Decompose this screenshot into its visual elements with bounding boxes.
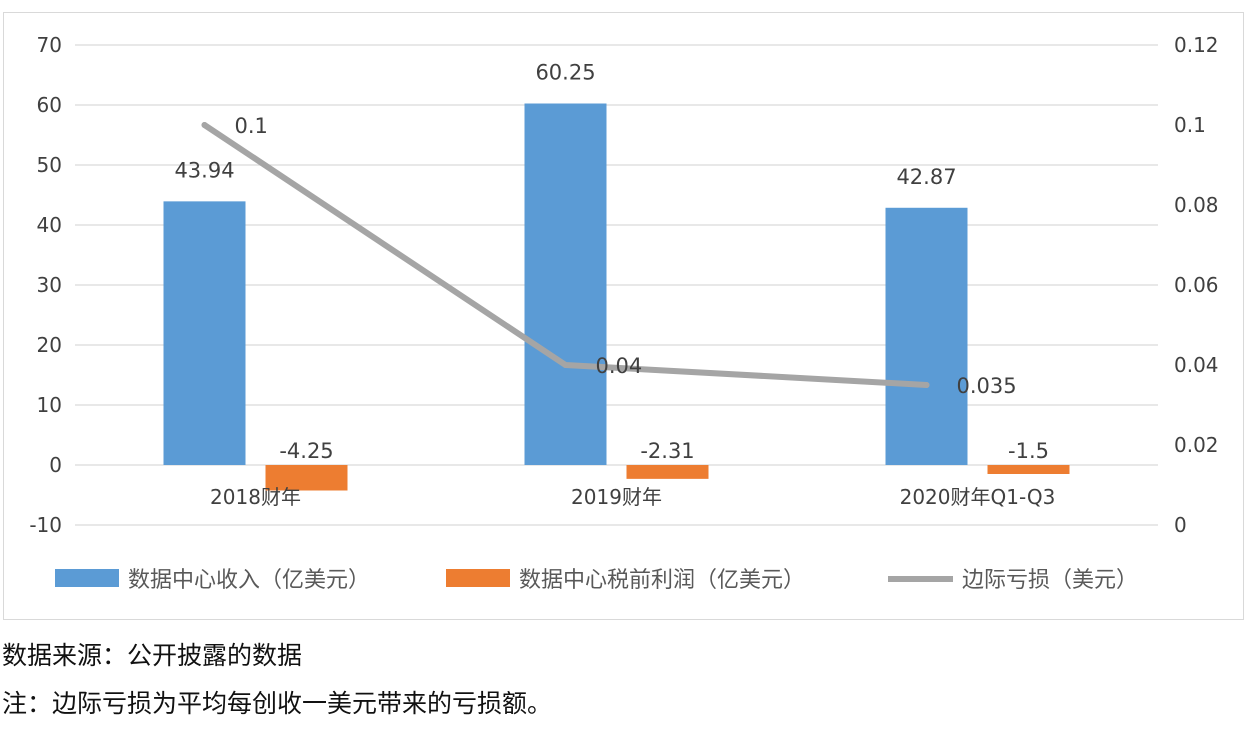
- left-tick-label: -10: [29, 513, 62, 537]
- source-note: 数据来源：公开披露的数据: [2, 641, 303, 670]
- left-tick-label: 50: [37, 153, 62, 177]
- revenue-value-label: 42.87: [896, 165, 956, 189]
- marginal-loss-point: [201, 122, 208, 128]
- marginal-loss-point: [923, 382, 930, 388]
- category-labels: 2018财年 2019财年 2020财年Q1-Q3: [210, 485, 1055, 509]
- right-tick-label: 0.1: [1174, 113, 1206, 137]
- marginal-loss-value-label: 0.04: [596, 354, 643, 378]
- right-tick-label: 0.04: [1174, 353, 1219, 377]
- right-tick-label: 0.02: [1174, 433, 1219, 457]
- right-axis-ticks: 0.12 0.1 0.08 0.06 0.04 0.02 0: [1174, 33, 1219, 537]
- profit-value-label: -2.31: [640, 439, 694, 463]
- right-tick-label: 0.08: [1174, 193, 1219, 217]
- footnote: 注：边际亏损为平均每创收一美元带来的亏损额。: [2, 689, 553, 718]
- right-tick-label: 0: [1174, 513, 1187, 537]
- revenue-bar: [524, 103, 607, 465]
- revenue-bar: [885, 207, 968, 465]
- profit-value-label: -4.25: [279, 439, 333, 463]
- profit-bar: [626, 465, 709, 479]
- marginal-loss-value-label: 0.1: [235, 114, 268, 138]
- revenue-value-label: 60.25: [535, 61, 595, 85]
- left-tick-label: 70: [37, 33, 62, 57]
- left-tick-label: 30: [37, 273, 62, 297]
- right-tick-label: 0.12: [1174, 33, 1219, 57]
- category-label: 2018财年: [210, 485, 301, 509]
- gridlines: [75, 44, 1158, 526]
- left-tick-label: 40: [37, 213, 62, 237]
- line-series: [201, 122, 930, 388]
- left-tick-label: 0: [49, 453, 62, 477]
- category-label: 2019财年: [571, 485, 662, 509]
- marginal-loss-point: [562, 362, 569, 368]
- left-tick-label: 60: [37, 93, 62, 117]
- profit-bar: [987, 465, 1070, 474]
- legend-label-revenue: 数据中心收入（亿美元）: [128, 568, 370, 593]
- profit-bar: [265, 465, 348, 491]
- legend-swatch-revenue: [55, 569, 119, 587]
- legend-swatch-profit: [446, 569, 510, 587]
- legend-label-profit: 数据中心税前利润（亿美元）: [519, 568, 805, 593]
- data-labels: 43.94 -4.25 60.25 -2.31 42.87 -1.5 0.1 0.04 0.03…: [174, 61, 1049, 464]
- profit-value-label: -1.5: [1008, 439, 1049, 463]
- category-label: 2020财年Q1-Q3: [900, 485, 1056, 509]
- legend-label-marginal-loss: 边际亏损（美元）: [962, 568, 1138, 593]
- marginal-loss-value-label: 0.035: [957, 374, 1017, 398]
- revenue-value-label: 43.94: [174, 158, 234, 182]
- bars: [163, 103, 1070, 491]
- left-tick-label: 20: [37, 333, 62, 357]
- revenue-bar: [163, 201, 246, 466]
- left-tick-label: 10: [37, 393, 62, 417]
- legend: 数据中心收入（亿美元） 数据中心税前利润（亿美元） 边际亏损（美元）: [55, 568, 1138, 593]
- right-tick-label: 0.06: [1174, 273, 1219, 297]
- left-axis-ticks: 70 60 50 40 30 20 10 0 -10: [29, 33, 62, 537]
